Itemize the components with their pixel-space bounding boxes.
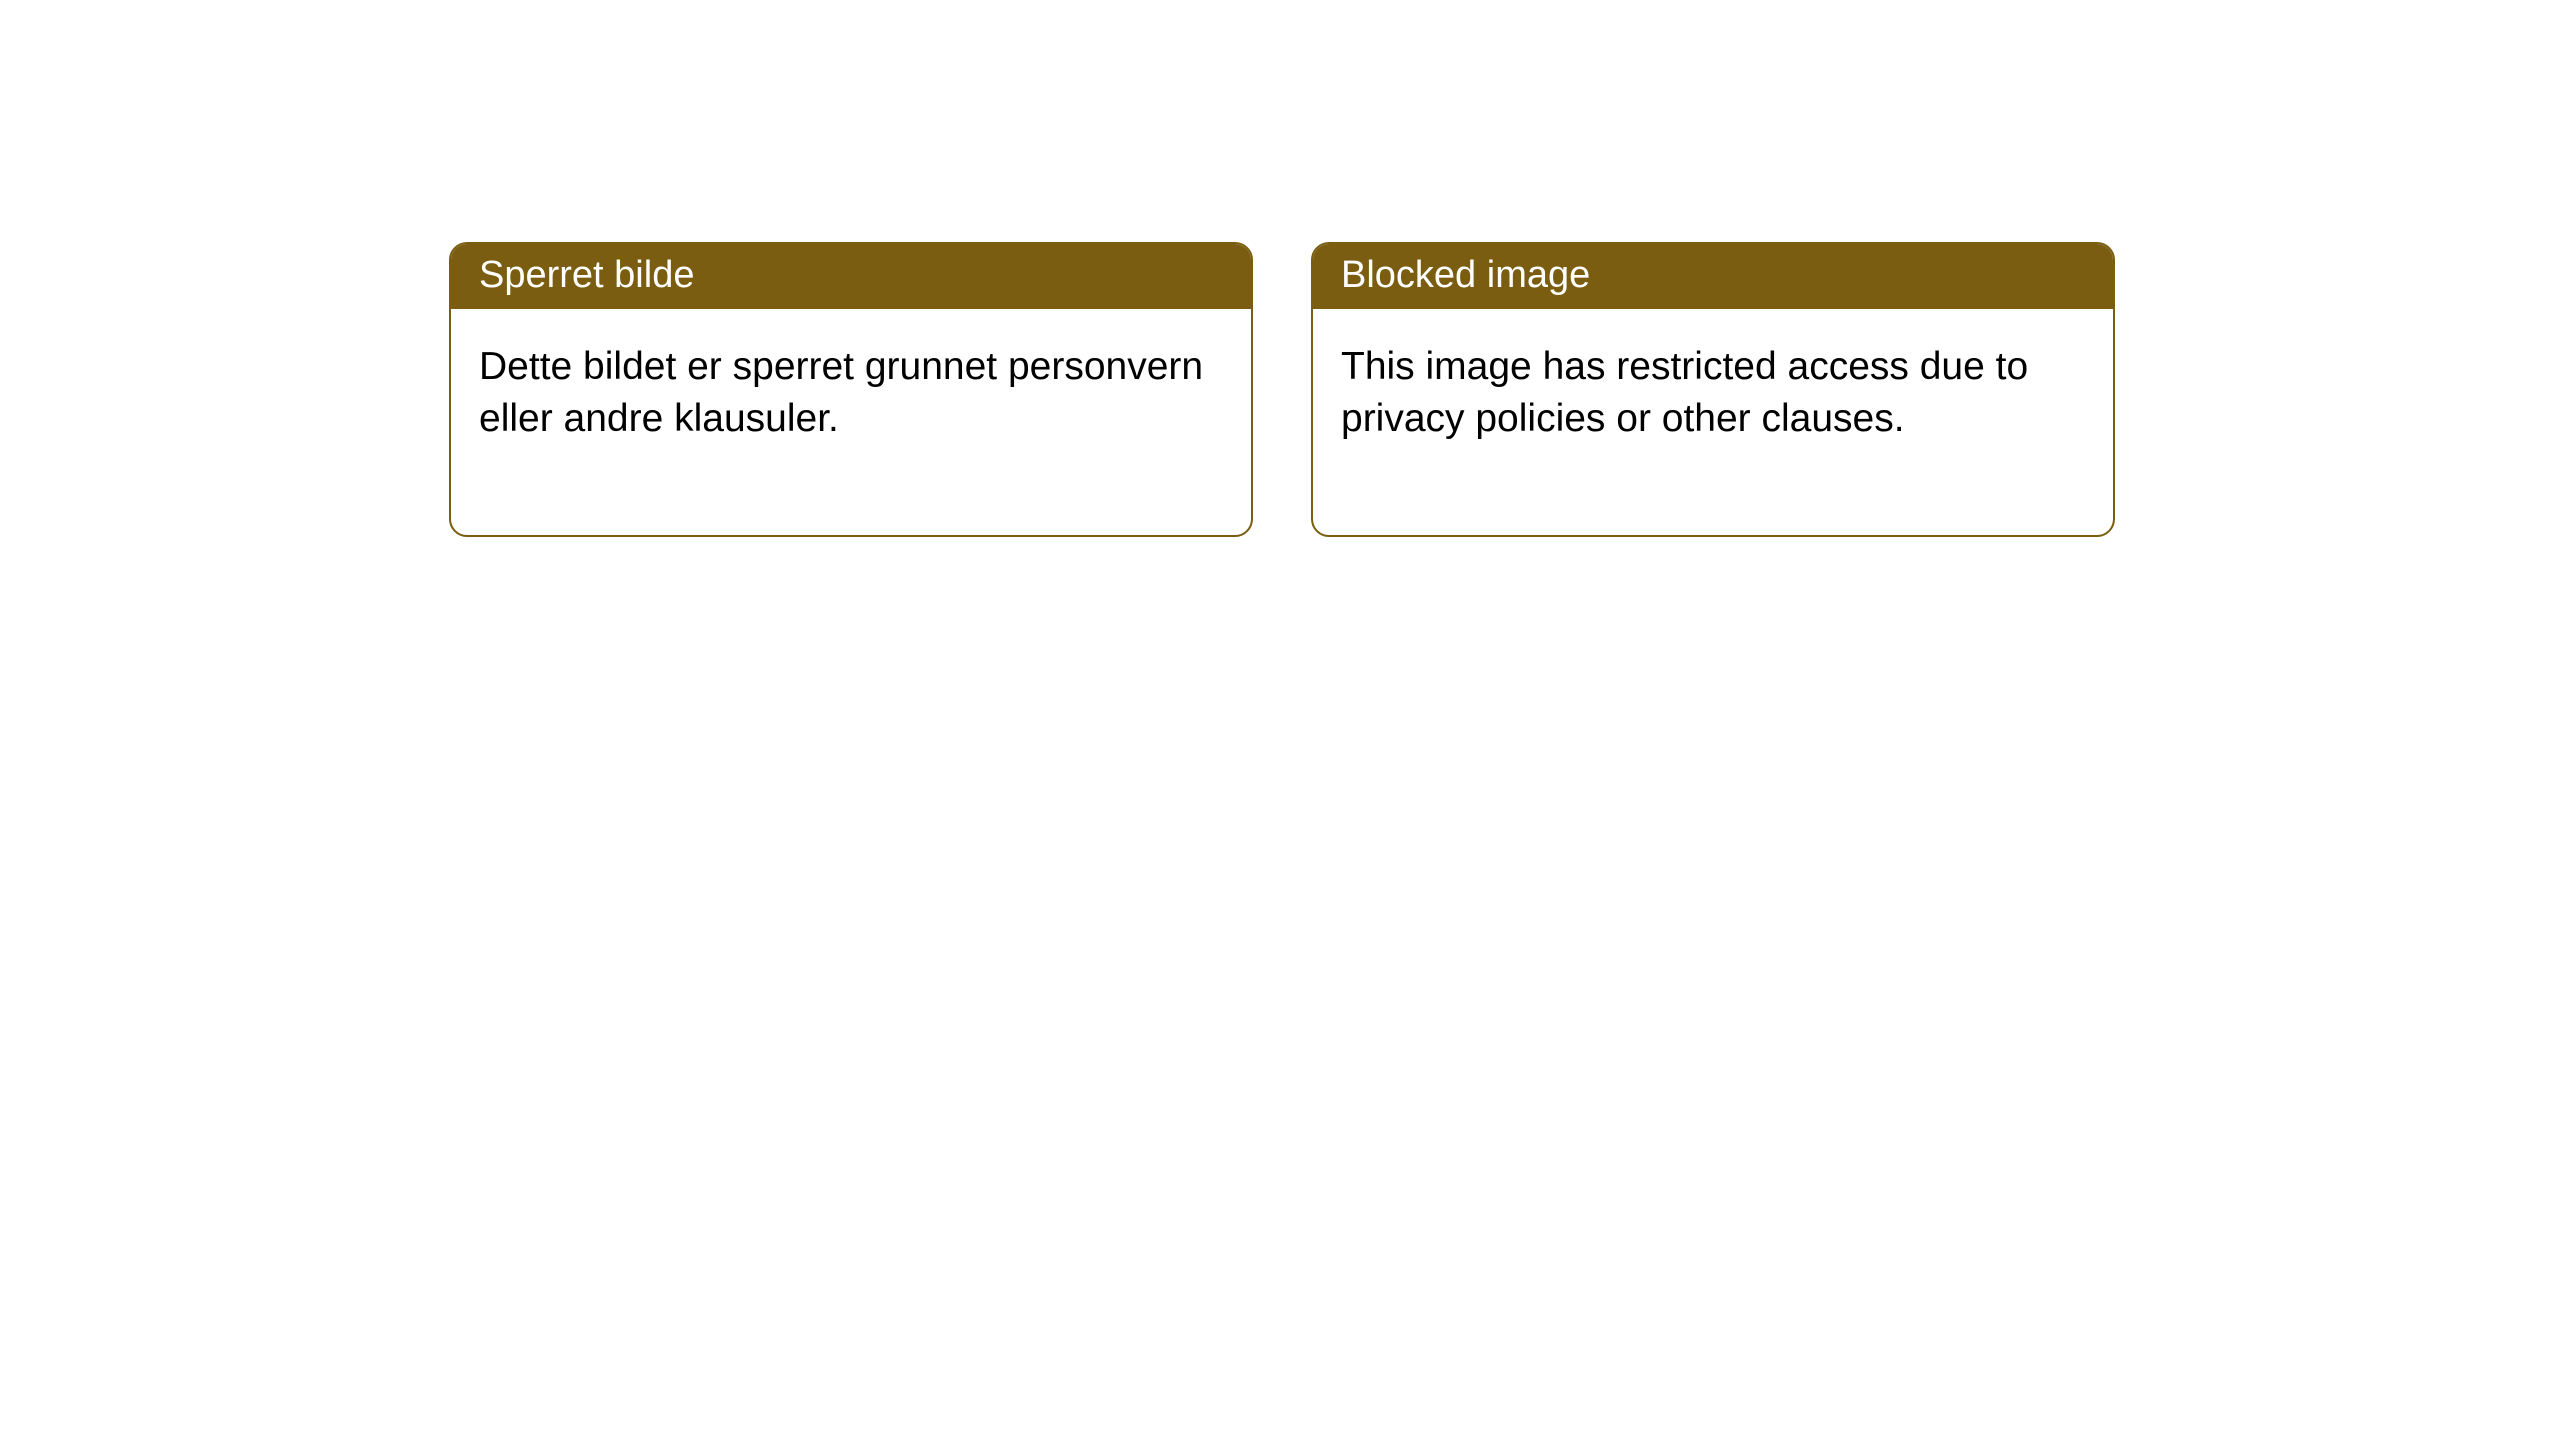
- notice-body: This image has restricted access due to …: [1313, 309, 2113, 535]
- notice-container: Sperret bilde Dette bildet er sperret gr…: [0, 0, 2560, 537]
- notice-body: Dette bildet er sperret grunnet personve…: [451, 309, 1251, 535]
- notice-card-norwegian: Sperret bilde Dette bildet er sperret gr…: [449, 242, 1253, 537]
- notice-title: Sperret bilde: [451, 244, 1251, 309]
- notice-title: Blocked image: [1313, 244, 2113, 309]
- notice-card-english: Blocked image This image has restricted …: [1311, 242, 2115, 537]
